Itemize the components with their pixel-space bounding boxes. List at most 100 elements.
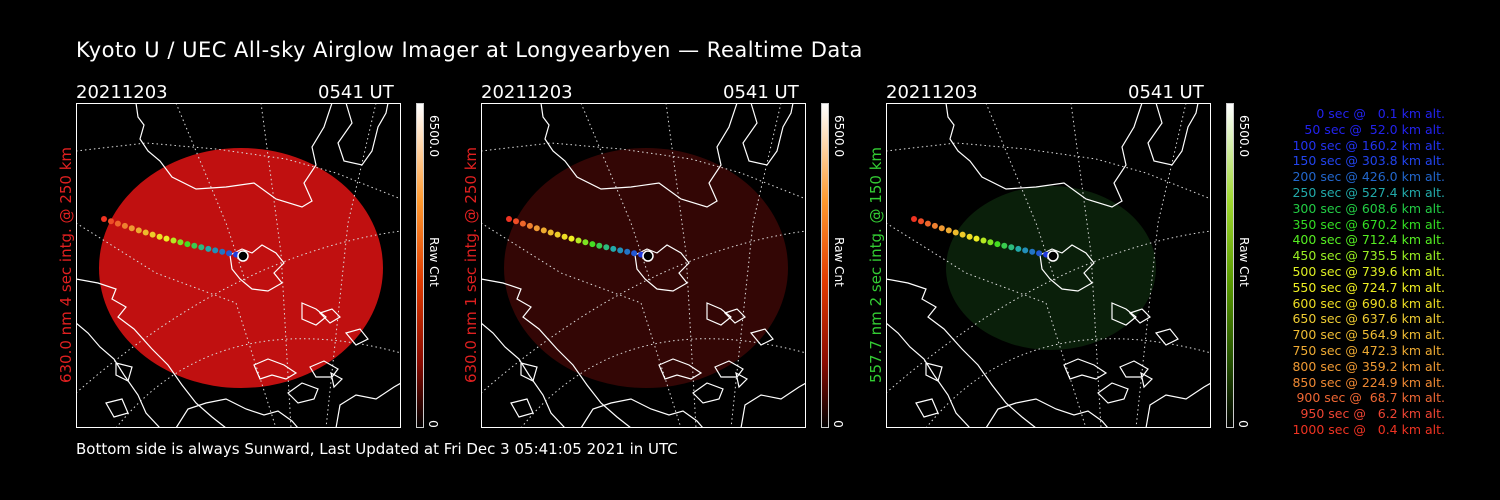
- trajectory-point: [931, 222, 938, 229]
- panel-2-scale-unit: Raw Cnt: [832, 237, 846, 287]
- panel-2-colorbar: [821, 103, 829, 428]
- panel-1-scale-max: 6500.0: [427, 115, 441, 157]
- trajectory-point: [568, 235, 575, 242]
- trajectory-point: [191, 242, 198, 249]
- trajectory-point: [1029, 248, 1036, 255]
- panel-2-ylabel: 630.0 nm 1 sec intg. @ 250 km: [462, 146, 480, 384]
- rocket-trajectory: [911, 216, 1056, 259]
- map-svg: [886, 103, 1211, 428]
- legend-entry: 950 sec @ 6.2 km alt.: [1300, 406, 1445, 422]
- trajectory-point: [938, 225, 945, 232]
- legend-entry: 250 sec @ 527.4 km alt.: [1292, 184, 1445, 200]
- panel-3-scale-max: 6500.0: [1237, 115, 1251, 157]
- trajectory-point: [108, 218, 114, 225]
- panel-2-time: 0541 UT: [723, 82, 799, 103]
- trajectory-point: [205, 245, 212, 252]
- airglow-field: [946, 186, 1156, 350]
- legend-entry: 500 sec @ 739.6 km alt.: [1292, 263, 1445, 279]
- legend-entry: 50 sec @ 52.0 km alt.: [1304, 121, 1445, 137]
- trajectory-point: [1015, 245, 1022, 252]
- trajectory-point: [980, 237, 987, 244]
- legend-entry: 650 sec @ 637.6 km alt.: [1292, 311, 1445, 327]
- panel-1-scale-min: 0: [426, 420, 440, 428]
- trajectory-point: [966, 233, 973, 240]
- legend-entry: 350 sec @ 670.2 km alt.: [1292, 216, 1445, 232]
- panel-1-time: 0541 UT: [318, 82, 394, 103]
- trajectory-point: [554, 231, 561, 238]
- trajectory-point: [533, 225, 540, 232]
- airglow-field: [99, 148, 383, 388]
- trajectory-point: [177, 239, 184, 246]
- panel-2-scale-max: 6500.0: [832, 115, 846, 157]
- trajectory-point: [624, 248, 631, 255]
- map-svg: [481, 103, 806, 428]
- station-marker: [237, 250, 249, 262]
- trajectory-point: [101, 216, 107, 222]
- legend-entry: 800 sec @ 359.2 km alt.: [1292, 358, 1445, 374]
- station-marker: [1047, 250, 1059, 262]
- trajectory-point: [135, 227, 142, 234]
- panel-3-date: 20211203: [886, 82, 978, 103]
- legend-entry: 450 sec @ 735.5 km alt.: [1292, 248, 1445, 264]
- panel-1-airglow-image: [76, 103, 401, 428]
- trajectory-point: [547, 229, 554, 236]
- legend-entry: 400 sec @ 712.4 km alt.: [1292, 232, 1445, 248]
- trajectory-point: [617, 247, 624, 254]
- trajectory-point: [156, 233, 163, 240]
- rocket-trajectory: [101, 216, 246, 259]
- trajectory-point: [184, 241, 191, 248]
- trajectory-point: [212, 247, 219, 254]
- trajectory-point: [519, 220, 526, 227]
- trajectory-point: [121, 222, 128, 229]
- trajectory-point: [1008, 244, 1015, 251]
- trajectory-point: [513, 218, 519, 225]
- trajectory-point: [226, 250, 233, 257]
- trajectory-point: [526, 222, 533, 229]
- legend-entry: 700 sec @ 564.9 km alt.: [1292, 327, 1445, 343]
- panel-2-scale-min: 0: [831, 420, 845, 428]
- trajectory-point: [540, 227, 547, 234]
- trajectory-point: [219, 248, 226, 255]
- coastlines: [481, 103, 806, 428]
- trajectory-point: [924, 220, 931, 227]
- trajectory-legend: 0 sec @ 0.1 km alt. 50 sec @ 52.0 km alt.…: [1255, 106, 1445, 438]
- panel-3-scale-min: 0: [1236, 420, 1250, 428]
- trajectory-point: [1036, 250, 1043, 257]
- panel-3-time: 0541 UT: [1128, 82, 1204, 103]
- coastlines: [886, 103, 1211, 428]
- trajectory-point: [945, 227, 952, 234]
- panel-2-airglow-image: [481, 103, 806, 428]
- page-title: Kyoto U / UEC All-sky Airglow Imager at …: [76, 38, 863, 62]
- legend-entry: 900 sec @ 68.7 km alt.: [1296, 390, 1445, 406]
- trajectory-point: [1022, 247, 1029, 254]
- trajectory-point: [603, 244, 610, 251]
- trajectory-point: [1001, 242, 1008, 249]
- legend-entry: 600 sec @ 690.8 km alt.: [1292, 295, 1445, 311]
- trajectory-point: [114, 220, 121, 227]
- trajectory-point: [918, 218, 924, 225]
- panel-3-airglow-image: [886, 103, 1211, 428]
- trajectory-point: [994, 241, 1001, 248]
- panel-1-date: 20211203: [76, 82, 168, 103]
- trajectory-point: [506, 216, 512, 222]
- station-marker: [642, 250, 654, 262]
- trajectory-point: [631, 250, 638, 257]
- legend-entry: 1000 sec @ 0.4 km alt.: [1292, 421, 1445, 437]
- trajectory-point: [561, 233, 568, 240]
- coastlines: [76, 103, 401, 428]
- trajectory-point: [198, 244, 205, 251]
- trajectory-point: [911, 216, 917, 222]
- legend-entry: 150 sec @ 303.8 km alt.: [1292, 153, 1445, 169]
- panel-3-scale-unit: Raw Cnt: [1237, 237, 1251, 287]
- legend-entry: 750 sec @ 472.3 km alt.: [1292, 342, 1445, 358]
- trajectory-point: [973, 235, 980, 242]
- legend-entry: 200 sec @ 426.0 km alt.: [1292, 169, 1445, 185]
- trajectory-point: [959, 231, 966, 238]
- trajectory-point: [582, 239, 589, 246]
- airglow-field: [504, 148, 788, 388]
- trajectory-point: [610, 245, 617, 252]
- trajectory-point: [163, 235, 170, 242]
- trajectory-point: [987, 239, 994, 246]
- trajectory-point: [589, 241, 596, 248]
- trajectory-point: [149, 231, 156, 238]
